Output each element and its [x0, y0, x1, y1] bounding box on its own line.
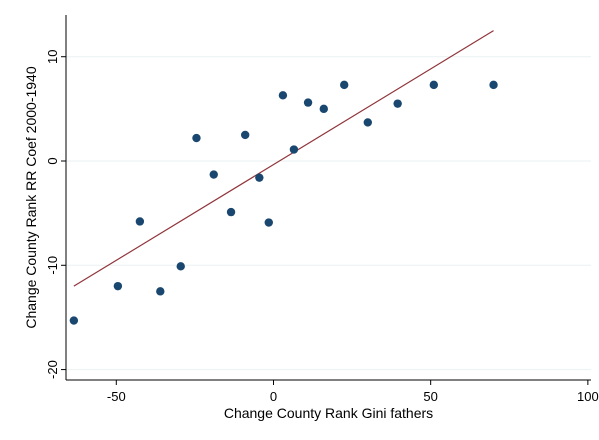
scatter-point	[340, 80, 349, 90]
scatter-point	[135, 217, 145, 226]
scatter-point	[176, 262, 185, 271]
scatter-point	[264, 218, 273, 227]
x-tick-label: 100	[577, 389, 599, 404]
plot-area	[66, 15, 591, 380]
x-tick-label: 0	[270, 389, 277, 404]
scatter-point	[319, 104, 328, 114]
scatter-point	[363, 118, 372, 127]
y-tick-label: -20	[45, 360, 60, 379]
scatter-point	[192, 133, 201, 143]
scatter-point	[113, 281, 123, 291]
scatter-point	[278, 91, 288, 100]
scatter-point	[240, 130, 250, 140]
y-axis-title: Change County Rank RR Coef 2000-1940	[23, 66, 39, 328]
scatter-point	[69, 316, 79, 325]
scatter-point	[156, 287, 165, 296]
scatter-point	[429, 80, 439, 90]
scatter-point	[226, 207, 236, 217]
x-tick-label: 50	[423, 389, 437, 404]
y-tick-label: 10	[45, 49, 60, 63]
fit-line	[73, 30, 494, 287]
scatter-point	[289, 145, 299, 154]
scatter-point	[393, 99, 402, 108]
x-tick-label: -50	[107, 389, 126, 404]
y-tick-label: -10	[45, 256, 60, 275]
scatter-point	[489, 80, 498, 90]
scatter-point	[255, 173, 264, 182]
scatter-point	[209, 170, 218, 179]
y-tick-label: 0	[45, 157, 60, 164]
x-axis-title: Change County Rank Gini fathers	[224, 405, 433, 421]
scatter-point	[303, 98, 313, 107]
